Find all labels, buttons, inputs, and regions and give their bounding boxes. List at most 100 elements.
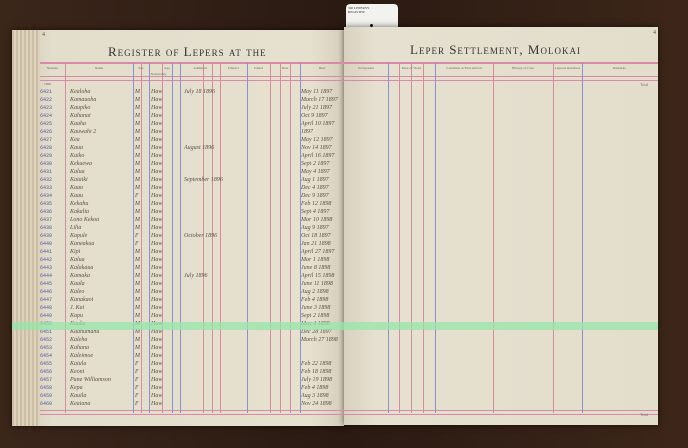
column-line (172, 63, 173, 413)
card-line: 340 LEPERS'S (348, 6, 370, 10)
row-sex: F (135, 401, 139, 407)
row-sex: M (135, 273, 140, 279)
row-sex: M (135, 201, 140, 207)
header-rule-top (40, 62, 658, 64)
register-row: 6442 Kalua M Haw Mar 1 1898 (0, 256, 688, 264)
register-row: 6455 Kaiula F Haw Feb 22 1898 (0, 360, 688, 368)
row-date: Feb 12 1898 (301, 201, 332, 207)
footer-rule (40, 410, 658, 411)
row-num: 6424 (39, 113, 52, 119)
row-num: 6454 (39, 353, 52, 359)
register-row: 6436 Kakalia M Haw Sept 4 1897 (0, 208, 688, 216)
column-line (203, 63, 204, 413)
row-num: 6431 (39, 169, 52, 175)
register-row: 6459 Kauila F Haw Aug 3 1898 (0, 392, 688, 400)
row-nat: Haw (151, 257, 163, 263)
row-sex: M (135, 161, 140, 167)
row-num: 6425 (39, 121, 52, 127)
row-sex: F (135, 377, 139, 383)
row-num: 6453 (39, 345, 52, 351)
row-nat: Haw (151, 305, 163, 311)
row-name: Pane Williamson (70, 377, 111, 383)
row-date: Sept 2 1898 (301, 313, 330, 319)
card-hole (370, 24, 373, 27)
row-name: Kekuewa (70, 161, 92, 167)
register-row: 6454 Kaleimoe M Haw (0, 352, 688, 360)
register-row: 6438 Lilia M Haw Aug 9 1897 (0, 224, 688, 232)
row-date: May 12 1897 (301, 137, 333, 143)
row-adm: September 1896 (184, 177, 223, 183)
row-sex: M (135, 105, 140, 111)
row-num: 6429 (39, 153, 52, 159)
row-date: Nov 24 1898 (301, 401, 332, 407)
column-header: Nationality (150, 72, 167, 76)
row-sex: M (135, 305, 140, 311)
row-name: Kepa (70, 385, 83, 391)
row-nat: Haw (151, 121, 163, 127)
row-sex: M (135, 281, 140, 287)
row-num: 6451 (39, 329, 52, 335)
row-date: Aug 2 1898 (301, 289, 329, 295)
row-sex: M (135, 249, 140, 255)
column-line (180, 63, 181, 413)
row-sex: M (135, 257, 140, 263)
row-num: 6443 (39, 265, 52, 271)
row-name: Keoni (70, 369, 85, 375)
row-sex: M (135, 209, 140, 215)
total-label-bottom: Total (640, 412, 649, 417)
row-sex: F (135, 385, 139, 391)
row-nat: Haw (151, 217, 163, 223)
row-nat: Haw (151, 361, 163, 367)
row-sex: M (135, 97, 140, 103)
row-sex: F (135, 233, 139, 239)
register-row: 6452 Kaleha M Haw March 27 1898 (0, 336, 688, 344)
row-num: 6456 (39, 369, 52, 375)
row-num: 6426 (39, 129, 52, 135)
row-date: Feb 18 1898 (301, 369, 332, 375)
register-row: 6456 Keoni F Haw Feb 18 1898 (0, 368, 688, 376)
row-sex: M (135, 353, 140, 359)
column-line (290, 63, 291, 413)
column-line (270, 63, 271, 413)
row-num: 6448 (39, 305, 52, 311)
row-date: Feb 22 1898 (301, 361, 332, 367)
column-header: Age (164, 66, 170, 70)
row-nat: Haw (151, 177, 163, 183)
row-num: 6455 (39, 361, 52, 367)
row-nat: Haw (151, 289, 163, 295)
row-date: April 27 1897 (301, 249, 335, 255)
row-nat: Haw (151, 241, 163, 247)
row-num: 6435 (39, 201, 52, 207)
row-nat: Haw (151, 209, 163, 215)
row-date: June 11 1898 (301, 281, 333, 287)
register-row: 6443 Kalakaua M Haw June 8 1898 (0, 264, 688, 272)
row-nat: Haw (151, 193, 163, 199)
row-sex: M (135, 121, 140, 127)
row-date: Aug 9 1897 (301, 225, 329, 231)
row-nat: Haw (151, 265, 163, 271)
row-name: Kahanai (70, 113, 91, 119)
row-adm: July 18 1896 (184, 89, 215, 95)
row-num: 6422 (39, 97, 52, 103)
row-sex: M (135, 137, 140, 143)
column-header: History of Case (512, 66, 534, 70)
column-line (399, 63, 400, 413)
row-name: Kaiaiki (70, 177, 88, 183)
row-date: Aug 1 1897 (301, 177, 329, 183)
row-name: Kealoha (70, 89, 91, 95)
row-name: Kaiula (70, 361, 87, 367)
column-line (423, 63, 424, 413)
row-sex: M (135, 313, 140, 319)
row-date: Sept 2 1897 (301, 161, 330, 167)
row-date: April 16 1897 (301, 153, 335, 159)
register-row: 6457 Pane Williamson F Haw July 19 1898 (0, 376, 688, 384)
row-date: June 3 1898 (301, 305, 331, 311)
row-name: Kauila (70, 393, 87, 399)
row-date: July 21 1897 (301, 105, 332, 111)
row-num: 6445 (39, 281, 52, 287)
row-sex: F (135, 369, 139, 375)
row-name: Kapu (70, 313, 84, 319)
row-nat: Haw (151, 273, 163, 279)
row-num: 6460 (39, 401, 52, 407)
row-date: May 11 1897 (301, 89, 333, 95)
